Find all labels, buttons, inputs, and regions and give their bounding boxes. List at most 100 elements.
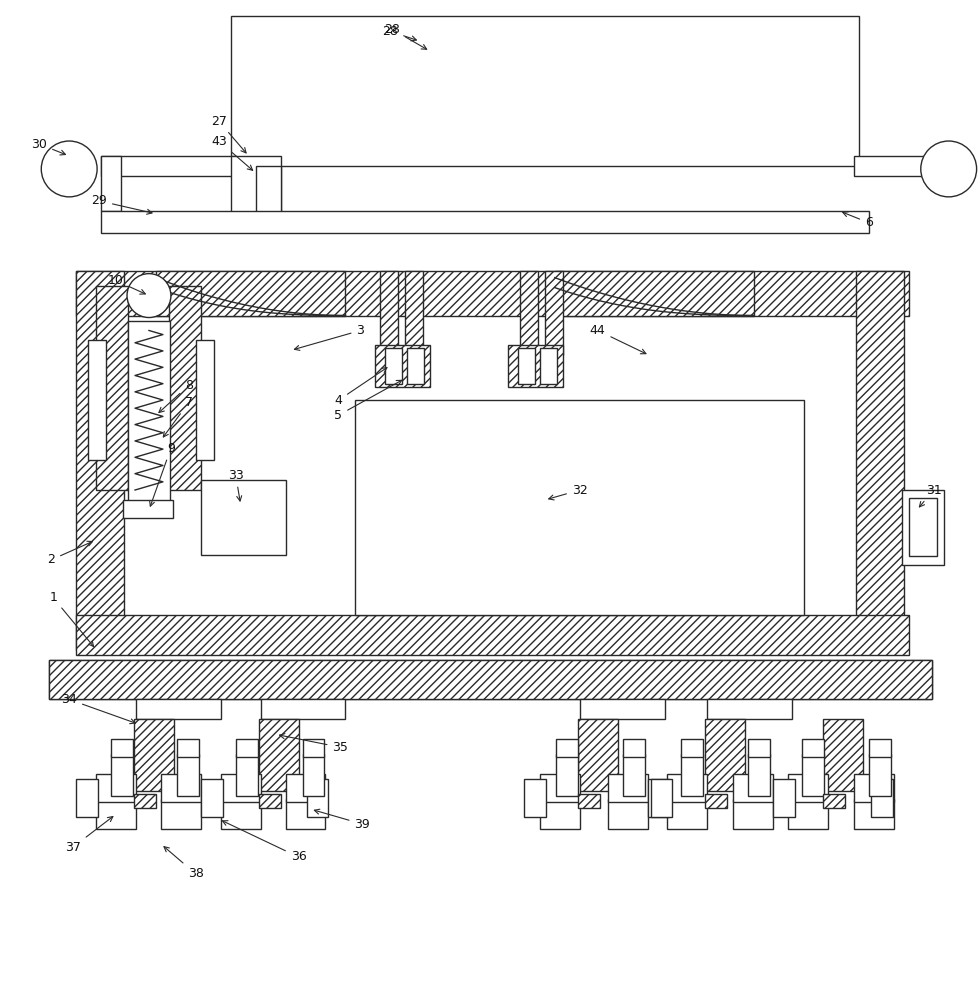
Text: 6: 6 xyxy=(842,212,872,229)
Bar xyxy=(901,490,943,565)
Bar xyxy=(405,271,422,355)
Bar xyxy=(177,739,199,757)
Text: 36: 36 xyxy=(222,821,306,863)
Bar xyxy=(517,348,534,384)
Bar xyxy=(124,316,855,615)
Bar xyxy=(853,774,893,802)
Bar xyxy=(111,739,133,757)
Text: 2: 2 xyxy=(47,541,92,566)
Bar xyxy=(88,340,106,460)
Bar xyxy=(681,754,702,796)
Bar xyxy=(705,719,744,791)
Bar xyxy=(134,719,174,791)
Bar xyxy=(385,348,402,384)
Text: 33: 33 xyxy=(228,469,244,501)
Bar xyxy=(49,660,931,699)
Text: 34: 34 xyxy=(62,693,135,724)
Bar xyxy=(622,739,644,757)
Bar xyxy=(908,498,936,556)
Bar xyxy=(539,348,556,384)
Bar xyxy=(733,774,773,802)
Text: 28: 28 xyxy=(382,25,416,41)
Bar xyxy=(379,271,398,355)
Bar xyxy=(868,754,890,796)
Bar xyxy=(545,271,562,355)
Text: 4: 4 xyxy=(334,368,386,407)
Bar xyxy=(134,794,156,808)
Bar xyxy=(236,754,257,796)
Bar xyxy=(236,739,257,757)
Bar xyxy=(128,321,170,510)
Text: 28: 28 xyxy=(384,23,426,49)
Text: 35: 35 xyxy=(280,734,348,754)
Bar xyxy=(96,799,136,829)
Bar xyxy=(136,699,221,719)
Text: 7: 7 xyxy=(163,396,193,437)
Text: 39: 39 xyxy=(314,809,370,831)
Bar xyxy=(160,799,200,829)
Bar xyxy=(255,166,281,221)
Text: 27: 27 xyxy=(210,115,245,153)
Bar xyxy=(577,794,600,808)
Text: 29: 29 xyxy=(91,194,152,214)
Bar xyxy=(787,799,827,829)
Bar xyxy=(855,271,903,650)
Bar xyxy=(76,615,908,655)
Bar xyxy=(622,754,644,796)
Bar xyxy=(160,774,200,802)
Bar xyxy=(822,794,844,808)
Text: 43: 43 xyxy=(210,135,252,170)
Bar xyxy=(733,799,773,829)
Text: 9: 9 xyxy=(150,442,175,506)
Bar xyxy=(101,211,868,233)
Bar xyxy=(523,779,546,817)
Bar xyxy=(260,699,345,719)
Bar xyxy=(646,779,669,817)
Bar xyxy=(231,156,281,226)
Bar xyxy=(200,779,223,817)
Circle shape xyxy=(920,141,976,197)
Bar xyxy=(707,699,791,719)
Bar xyxy=(355,400,803,615)
Bar xyxy=(76,779,98,817)
Bar xyxy=(667,799,707,829)
Bar xyxy=(853,799,893,829)
Bar xyxy=(302,754,324,796)
Bar xyxy=(177,754,199,796)
Bar xyxy=(747,739,770,757)
Bar xyxy=(123,500,173,518)
Bar xyxy=(681,739,702,757)
Bar xyxy=(96,286,128,490)
Bar xyxy=(286,799,325,829)
Text: 10: 10 xyxy=(108,274,145,294)
Bar xyxy=(258,719,298,791)
Bar xyxy=(868,739,890,757)
Bar xyxy=(705,794,727,808)
Bar xyxy=(101,156,236,176)
Bar xyxy=(407,348,423,384)
Bar xyxy=(156,271,345,316)
Bar xyxy=(555,271,753,316)
Bar xyxy=(76,271,124,650)
Bar xyxy=(822,719,862,791)
Bar xyxy=(231,16,858,166)
Bar xyxy=(169,286,200,490)
Bar xyxy=(870,779,892,817)
Bar xyxy=(853,156,938,176)
Bar xyxy=(773,779,794,817)
Text: 30: 30 xyxy=(31,138,66,155)
Bar xyxy=(556,754,577,796)
Bar xyxy=(286,774,325,802)
Bar xyxy=(258,794,281,808)
Bar xyxy=(196,340,213,460)
Bar xyxy=(375,345,429,387)
Text: 5: 5 xyxy=(334,380,401,422)
Circle shape xyxy=(41,141,97,197)
Bar xyxy=(508,345,562,387)
Bar xyxy=(96,774,136,802)
Bar xyxy=(101,156,121,211)
Bar xyxy=(221,774,260,802)
Bar xyxy=(577,719,617,791)
Text: 8: 8 xyxy=(158,379,193,413)
Bar xyxy=(556,739,577,757)
